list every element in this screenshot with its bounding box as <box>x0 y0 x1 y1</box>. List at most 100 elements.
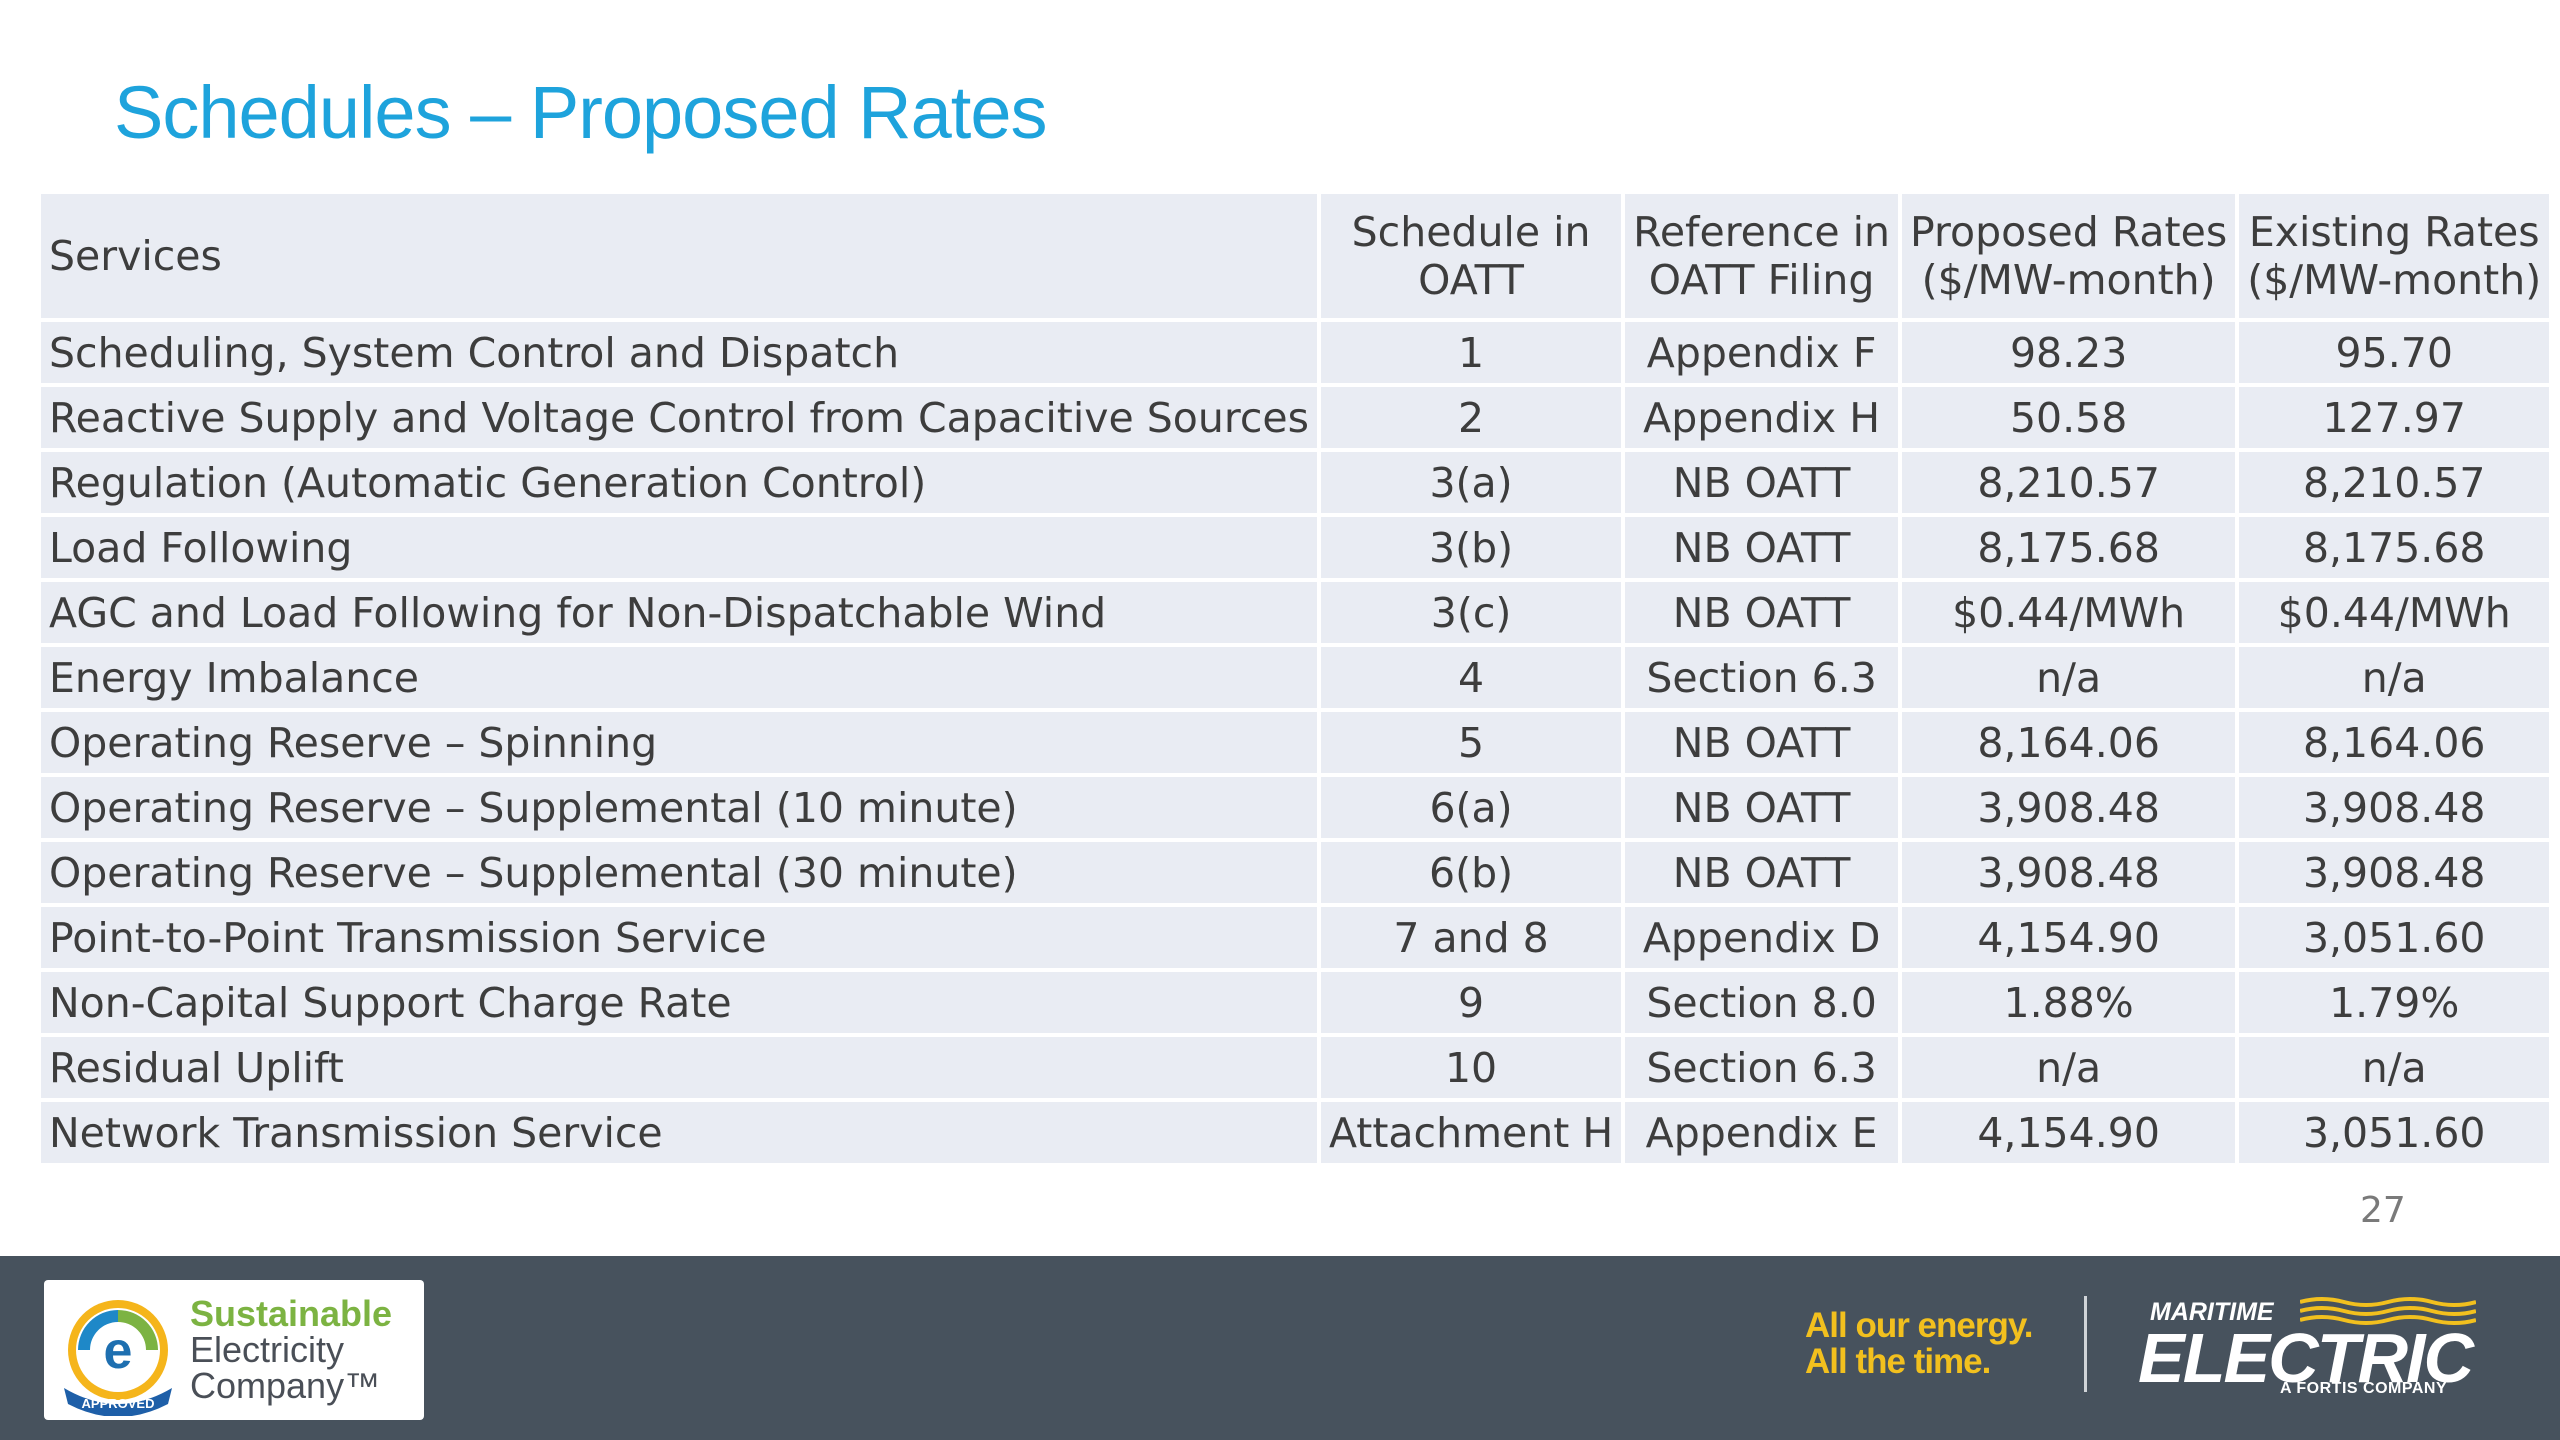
page-number: 27 <box>2360 1190 2406 1231</box>
cell-existing: 8,210.57 <box>2239 452 2550 513</box>
cell-proposed: n/a <box>1902 647 2236 708</box>
cell-proposed: 4,154.90 <box>1902 907 2236 968</box>
table-row: Point-to-Point Transmission Service 7 an… <box>41 907 2550 968</box>
cell-existing: $0.44/MWh <box>2239 582 2550 643</box>
cell-existing: n/a <box>2239 647 2550 708</box>
table-row: Operating Reserve – Supplemental (30 min… <box>41 842 2550 903</box>
table-row: Operating Reserve – Spinning 5 NB OATT 8… <box>41 712 2550 773</box>
cell-existing: n/a <box>2239 1037 2550 1098</box>
cell-reference: NB OATT <box>1625 712 1899 773</box>
header-services: Services <box>41 194 1317 318</box>
cell-existing: 3,908.48 <box>2239 842 2550 903</box>
header-reference: Reference in OATT Filing <box>1625 194 1899 318</box>
cell-existing: 3,908.48 <box>2239 777 2550 838</box>
cell-proposed: 8,210.57 <box>1902 452 2236 513</box>
rates-table: Services Schedule in OATT Reference in O… <box>37 190 2553 1167</box>
table-row: Non-Capital Support Charge Rate 9 Sectio… <box>41 972 2550 1033</box>
table-row: AGC and Load Following for Non-Dispatcha… <box>41 582 2550 643</box>
table-row: Regulation (Automatic Generation Control… <box>41 452 2550 513</box>
header-reference-line2: OATT Filing <box>1648 256 1875 304</box>
footer-bar <box>0 1256 2560 1440</box>
table-row: Energy Imbalance 4 Section 6.3 n/a n/a <box>41 647 2550 708</box>
cell-proposed: 50.58 <box>1902 387 2236 448</box>
brand-waves-icon <box>2300 1297 2476 1325</box>
cell-existing: 95.70 <box>2239 322 2550 383</box>
cell-proposed: 8,175.68 <box>1902 517 2236 578</box>
cell-schedule: 4 <box>1320 647 1622 708</box>
header-existing-line1: Existing Rates <box>2248 208 2540 256</box>
cell-service: Network Transmission Service <box>41 1102 1317 1163</box>
cell-reference: NB OATT <box>1625 842 1899 903</box>
tagline-line2: All the time. <box>1805 1342 1991 1381</box>
cell-schedule: 10 <box>1320 1037 1622 1098</box>
cell-proposed: 98.23 <box>1902 322 2236 383</box>
header-proposed: Proposed Rates ($/MW-month) <box>1902 194 2236 318</box>
tagline-line1: All our energy. <box>1805 1306 2033 1345</box>
badge-text: Sustainable Electricity Company™ <box>190 1296 392 1404</box>
table-header-row: Services Schedule in OATT Reference in O… <box>41 194 2550 318</box>
slide-title: Schedules – Proposed Rates <box>114 71 1047 154</box>
cell-reference: Section 6.3 <box>1625 1037 1899 1098</box>
cell-service: Load Following <box>41 517 1317 578</box>
cell-schedule: 3(b) <box>1320 517 1622 578</box>
cell-reference: Appendix F <box>1625 322 1899 383</box>
badge-line3: Company™ <box>190 1365 381 1406</box>
cell-reference: NB OATT <box>1625 452 1899 513</box>
cell-service: Non-Capital Support Charge Rate <box>41 972 1317 1033</box>
header-proposed-line2: ($/MW-month) <box>1921 256 2216 304</box>
badge-line1: Sustainable <box>190 1293 393 1334</box>
table-row: Operating Reserve – Supplemental (10 min… <box>41 777 2550 838</box>
header-existing-line2: ($/MW-month) <box>2247 256 2542 304</box>
table-row: Load Following 3(b) NB OATT 8,175.68 8,1… <box>41 517 2550 578</box>
e-approved-seal-icon: e APPROVED <box>64 1300 172 1416</box>
cell-schedule: 6(a) <box>1320 777 1622 838</box>
cell-service: Energy Imbalance <box>41 647 1317 708</box>
cell-proposed: 4,154.90 <box>1902 1102 2236 1163</box>
cell-service: Point-to-Point Transmission Service <box>41 907 1317 968</box>
cell-proposed: 8,164.06 <box>1902 712 2236 773</box>
cell-reference: Appendix H <box>1625 387 1899 448</box>
cell-reference: Section 6.3 <box>1625 647 1899 708</box>
brand-maritime: MARITIME <box>2150 1298 2274 1326</box>
cell-proposed: n/a <box>1902 1037 2236 1098</box>
cell-proposed: $0.44/MWh <box>1902 582 2236 643</box>
cell-existing: 127.97 <box>2239 387 2550 448</box>
cell-service: Scheduling, System Control and Dispatch <box>41 322 1317 383</box>
cell-existing: 3,051.60 <box>2239 907 2550 968</box>
cell-service: Residual Uplift <box>41 1037 1317 1098</box>
svg-text:e: e <box>104 1322 133 1380</box>
table-row: Residual Uplift 10 Section 6.3 n/a n/a <box>41 1037 2550 1098</box>
cell-schedule: 1 <box>1320 322 1622 383</box>
cell-reference: NB OATT <box>1625 517 1899 578</box>
cell-reference: Appendix D <box>1625 907 1899 968</box>
badge-line2: Electricity <box>190 1329 345 1370</box>
cell-reference: NB OATT <box>1625 777 1899 838</box>
cell-reference: NB OATT <box>1625 582 1899 643</box>
cell-reference: Appendix E <box>1625 1102 1899 1163</box>
header-existing: Existing Rates ($/MW-month) <box>2239 194 2550 318</box>
cell-service: Reactive Supply and Voltage Control from… <box>41 387 1317 448</box>
cell-schedule: 7 and 8 <box>1320 907 1622 968</box>
cell-existing: 1.79% <box>2239 972 2550 1033</box>
cell-schedule: Attachment H <box>1320 1102 1622 1163</box>
cell-existing: 8,164.06 <box>2239 712 2550 773</box>
cell-schedule: 3(a) <box>1320 452 1622 513</box>
table-row: Reactive Supply and Voltage Control from… <box>41 387 2550 448</box>
header-schedule-line1: Schedule in <box>1351 208 1591 256</box>
cell-schedule: 6(b) <box>1320 842 1622 903</box>
header-schedule: Schedule in OATT <box>1320 194 1622 318</box>
cell-service: Operating Reserve – Spinning <box>41 712 1317 773</box>
brand-electric: ELECTRIC <box>2138 1319 2474 1397</box>
cell-schedule: 3(c) <box>1320 582 1622 643</box>
seal-text: APPROVED <box>82 1396 155 1411</box>
cell-proposed: 1.88% <box>1902 972 2236 1033</box>
tagline: All our energy. All the time. <box>1805 1306 2033 1381</box>
cell-proposed: 3,908.48 <box>1902 842 2236 903</box>
cell-service: Regulation (Automatic Generation Control… <box>41 452 1317 513</box>
cell-existing: 8,175.68 <box>2239 517 2550 578</box>
cell-schedule: 5 <box>1320 712 1622 773</box>
table-row: Network Transmission Service Attachment … <box>41 1102 2550 1163</box>
cell-existing: 3,051.60 <box>2239 1102 2550 1163</box>
cell-schedule: 2 <box>1320 387 1622 448</box>
cell-schedule: 9 <box>1320 972 1622 1033</box>
